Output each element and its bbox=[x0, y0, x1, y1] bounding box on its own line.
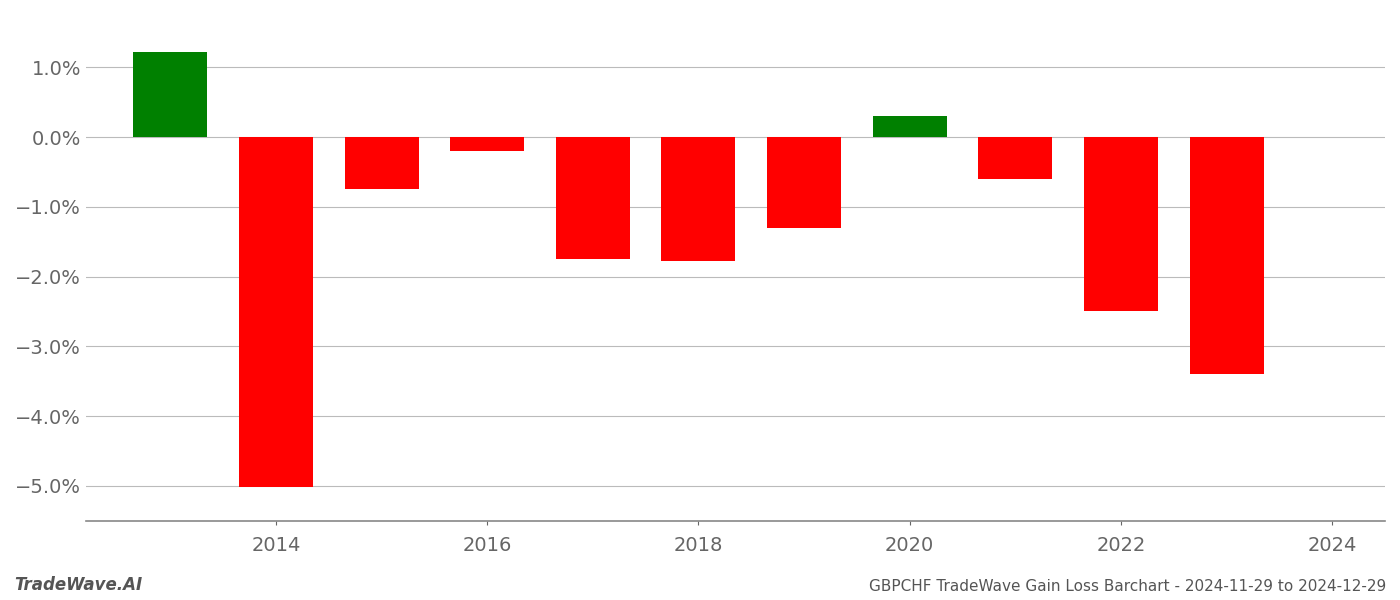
Bar bbox=[979, 137, 1053, 179]
Text: TradeWave.AI: TradeWave.AI bbox=[14, 576, 143, 594]
Bar bbox=[661, 137, 735, 261]
Bar bbox=[1190, 137, 1264, 374]
Bar bbox=[1084, 137, 1158, 311]
Bar bbox=[451, 137, 524, 151]
Bar bbox=[872, 116, 946, 137]
Bar bbox=[767, 137, 841, 228]
Bar bbox=[556, 137, 630, 259]
Text: GBPCHF TradeWave Gain Loss Barchart - 2024-11-29 to 2024-12-29: GBPCHF TradeWave Gain Loss Barchart - 20… bbox=[869, 579, 1386, 594]
Bar bbox=[239, 137, 314, 487]
Bar bbox=[133, 52, 207, 137]
Bar bbox=[344, 137, 419, 190]
